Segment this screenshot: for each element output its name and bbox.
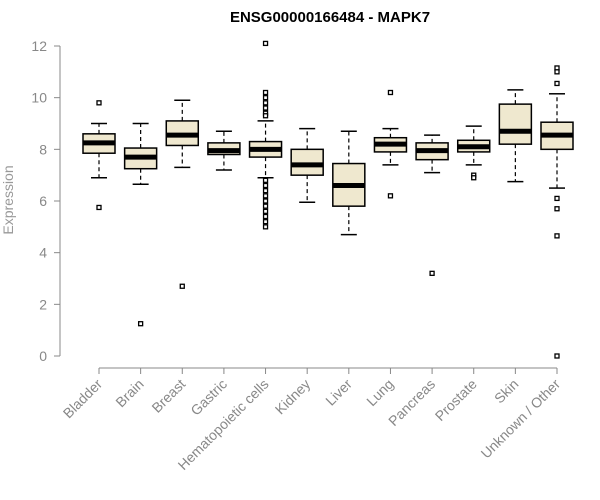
outlier-point — [554, 206, 560, 212]
x-tick-label: Liver — [322, 376, 355, 409]
box-group — [165, 99, 200, 289]
box-group — [540, 65, 574, 359]
box-series — [82, 40, 574, 359]
outlier-point — [429, 270, 435, 276]
y-tick-label: 8 — [39, 141, 47, 157]
box-group — [332, 130, 366, 236]
y-tick-label: 10 — [31, 90, 47, 106]
x-tick-label: Lung — [363, 376, 396, 409]
outlier-point — [387, 89, 394, 96]
outlier-point — [262, 188, 269, 194]
outlier-point — [262, 193, 269, 199]
outlier-point — [262, 203, 269, 209]
chart-title: ENSG00000166484 - MAPK7 — [230, 9, 430, 26]
x-tick-label: Breast — [148, 376, 188, 416]
outlier-point — [96, 204, 102, 211]
outlier-point — [262, 100, 269, 106]
outlier-point — [554, 353, 560, 359]
outlier-point — [262, 89, 269, 96]
x-tick-label: Unknown / Other — [478, 376, 564, 462]
x-tick-label: Skin — [491, 376, 522, 407]
y-tick-label: 4 — [39, 245, 47, 261]
outlier-point — [554, 233, 560, 239]
box-group — [415, 134, 449, 276]
outlier-point — [262, 213, 269, 220]
y-tick-label: 0 — [39, 348, 47, 364]
outlier-point — [137, 321, 144, 327]
outlier-point — [262, 177, 269, 183]
box-group — [207, 130, 241, 171]
x-tick-label: Bladder — [60, 376, 106, 422]
outlier-point — [387, 193, 394, 199]
x-tick-label: Prostate — [432, 376, 480, 424]
y-tick-label: 6 — [39, 193, 47, 209]
outlier-point — [179, 283, 185, 289]
outlier-point — [262, 219, 269, 225]
y-tick-label: 12 — [31, 38, 47, 54]
outlier-point — [262, 208, 269, 214]
outlier-point — [262, 224, 269, 230]
box-group — [248, 40, 283, 230]
box-group — [456, 125, 491, 181]
outlier-point — [262, 40, 269, 47]
outlier-point — [262, 105, 269, 111]
outlier-point — [471, 175, 477, 181]
box-group — [373, 89, 408, 199]
y-axis: 0 2 4 6 8 10 12 — [31, 38, 61, 364]
x-tick-label: Kidney — [272, 376, 314, 418]
y-axis-label: Expression — [0, 165, 16, 234]
box — [290, 148, 324, 176]
outlier-point — [262, 182, 269, 189]
box-group — [498, 89, 533, 183]
outlier-point — [554, 195, 560, 202]
box-group — [123, 122, 158, 327]
box — [498, 103, 533, 145]
y-tick-label: 2 — [39, 296, 47, 312]
outlier-point — [262, 113, 269, 119]
outlier-point — [554, 80, 560, 87]
box-group — [290, 127, 324, 204]
box-group — [82, 100, 116, 211]
outlier-point — [96, 100, 102, 106]
outlier-point — [262, 198, 269, 204]
outlier-point — [262, 95, 269, 101]
x-tick-label: Brain — [112, 376, 146, 410]
outlier-point — [554, 69, 560, 75]
